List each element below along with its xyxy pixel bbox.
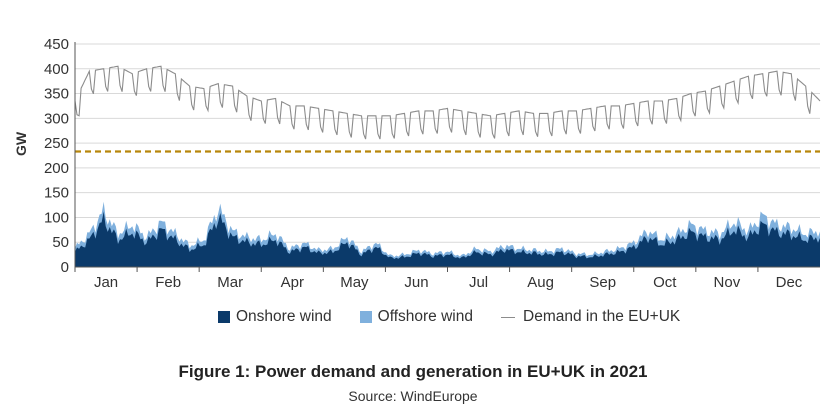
y-tick-label: 400 <box>44 61 69 78</box>
axes: 0 50 100 150 200 250 300 350 400 450 Jan Feb Mar Apr M… <box>44 36 820 291</box>
legend: Onshore wind Offshore wind Demand in the… <box>218 306 708 328</box>
y-tick-label: 300 <box>44 110 69 127</box>
demand-line-group <box>74 65 821 153</box>
grid <box>75 43 820 243</box>
month-label: Oct <box>653 274 677 291</box>
month-label: Apr <box>281 274 304 291</box>
figure-source: Source: WindEurope <box>348 388 478 404</box>
month-label: Dec <box>776 274 803 291</box>
month-label: May <box>340 274 369 291</box>
month-label: Sep <box>589 274 616 291</box>
month-label: Jun <box>404 274 428 291</box>
legend-item-demand: Demand in the EU+UK <box>501 308 680 326</box>
y-tick-label: 350 <box>44 86 69 103</box>
month-label: Aug <box>527 274 554 291</box>
month-label: Mar <box>217 274 243 291</box>
onshore-wind-area <box>75 211 820 267</box>
y-tick-label: 150 <box>44 185 69 202</box>
legend-offshore-label: Offshore wind <box>377 308 473 325</box>
y-tick-label: 100 <box>44 209 69 226</box>
figure-title: Figure 1: Power demand and generation in… <box>178 362 648 381</box>
y-tick-label: 50 <box>52 234 69 251</box>
demand-line <box>74 65 821 140</box>
month-label: Jan <box>94 274 118 291</box>
y-tick-label: 450 <box>44 36 69 53</box>
demand-swatch <box>501 316 515 318</box>
legend-demand-label: Demand in the EU+UK <box>523 308 681 325</box>
onshore-swatch <box>218 311 230 323</box>
legend-item-onshore: Onshore wind <box>218 308 332 326</box>
legend-onshore-label: Onshore wind <box>236 308 332 325</box>
y-tick-label: 200 <box>44 160 69 177</box>
offshore-swatch <box>359 311 372 323</box>
legend-item-offshore: Offshore wind <box>359 308 473 326</box>
month-label: Jul <box>469 274 488 291</box>
y-tick-label: 250 <box>44 135 69 152</box>
wind-areas <box>75 201 820 267</box>
y-axis-label: GW <box>13 131 29 156</box>
y-tick-label: 0 <box>61 259 69 276</box>
month-label: Feb <box>155 274 181 291</box>
month-label: Nov <box>714 274 741 291</box>
chart: 0 50 100 150 200 250 300 350 400 450 Jan Feb Mar Apr M… <box>13 36 821 291</box>
